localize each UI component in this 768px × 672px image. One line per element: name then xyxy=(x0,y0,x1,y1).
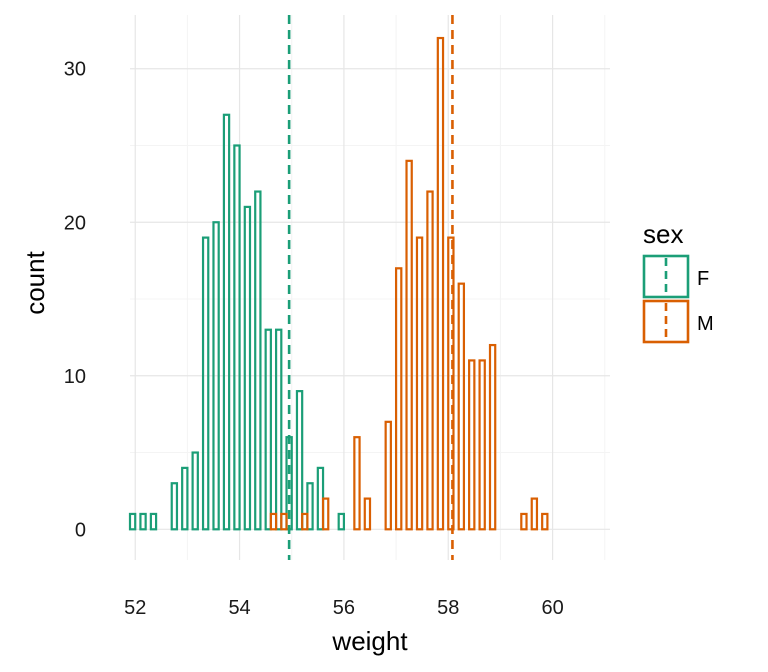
x-tick-label: 54 xyxy=(228,597,250,619)
histogram-bar-F xyxy=(149,512,158,531)
histogram-bar-F xyxy=(306,482,314,531)
x-tick-label: 52 xyxy=(124,597,146,619)
mean-lines xyxy=(287,15,454,560)
legend-title: sex xyxy=(643,219,683,249)
legend: sex FM xyxy=(642,219,714,344)
x-tick-label: 58 xyxy=(437,597,459,619)
histogram-bar-F xyxy=(233,144,241,531)
histogram-bar-F xyxy=(181,466,189,531)
histogram-bar-F xyxy=(222,113,231,531)
histogram-bar-F xyxy=(264,328,272,531)
histogram-bar-F xyxy=(274,328,283,531)
histogram-bar-M xyxy=(301,512,309,531)
histogram-bar-M xyxy=(436,36,445,531)
histogram-bar-M xyxy=(363,497,372,531)
histogram-bar-M xyxy=(488,343,497,531)
histogram-bar-M xyxy=(530,497,539,531)
x-axis-title: weight xyxy=(331,626,408,656)
histogram-bar-M xyxy=(321,497,330,531)
y-axis-title: count xyxy=(20,250,50,314)
x-axis-tick-labels: 52 54 56 58 60 xyxy=(124,597,564,619)
histogram-bar-F xyxy=(128,512,137,531)
x-tick-label: 60 xyxy=(541,597,563,619)
histogram-bar-F xyxy=(212,221,220,531)
histogram-bar-M xyxy=(426,190,434,531)
legend-label-F: F xyxy=(697,268,709,290)
legend-keys: FM xyxy=(642,254,714,344)
histogram-bar-M xyxy=(415,236,424,531)
histogram-bar-F xyxy=(243,205,252,531)
histogram-bar-M xyxy=(405,159,413,531)
histogram-bar-M xyxy=(520,512,528,531)
histogram-bar-F xyxy=(191,451,199,531)
histogram-bar-M xyxy=(394,267,403,531)
histogram-bar-M xyxy=(457,282,466,531)
y-tick-label: 30 xyxy=(64,59,86,81)
histogram-bar-F xyxy=(254,190,262,531)
histogram-bar-M xyxy=(269,512,278,531)
histogram-bar-M xyxy=(541,512,549,531)
histogram-bar-M xyxy=(280,512,288,531)
histogram-bar-M xyxy=(384,420,392,531)
y-tick-label: 10 xyxy=(64,366,86,388)
histogram-bar-F xyxy=(337,512,346,531)
y-axis-tick-labels: 0 10 20 30 xyxy=(64,59,86,542)
histogram-bar-F xyxy=(201,236,210,531)
legend-label-M: M xyxy=(697,313,714,335)
histogram-bar-F xyxy=(295,390,304,531)
histogram-bar-M xyxy=(478,359,486,531)
histogram-bar-M xyxy=(468,359,476,531)
y-tick-label: 20 xyxy=(64,212,86,234)
histogram-bar-F xyxy=(170,482,179,531)
x-tick-label: 56 xyxy=(333,597,355,619)
histogram-bars xyxy=(128,36,549,531)
y-tick-label: 0 xyxy=(75,519,86,541)
histogram-bar-F xyxy=(139,512,147,531)
histogram-bar-M xyxy=(353,436,361,531)
